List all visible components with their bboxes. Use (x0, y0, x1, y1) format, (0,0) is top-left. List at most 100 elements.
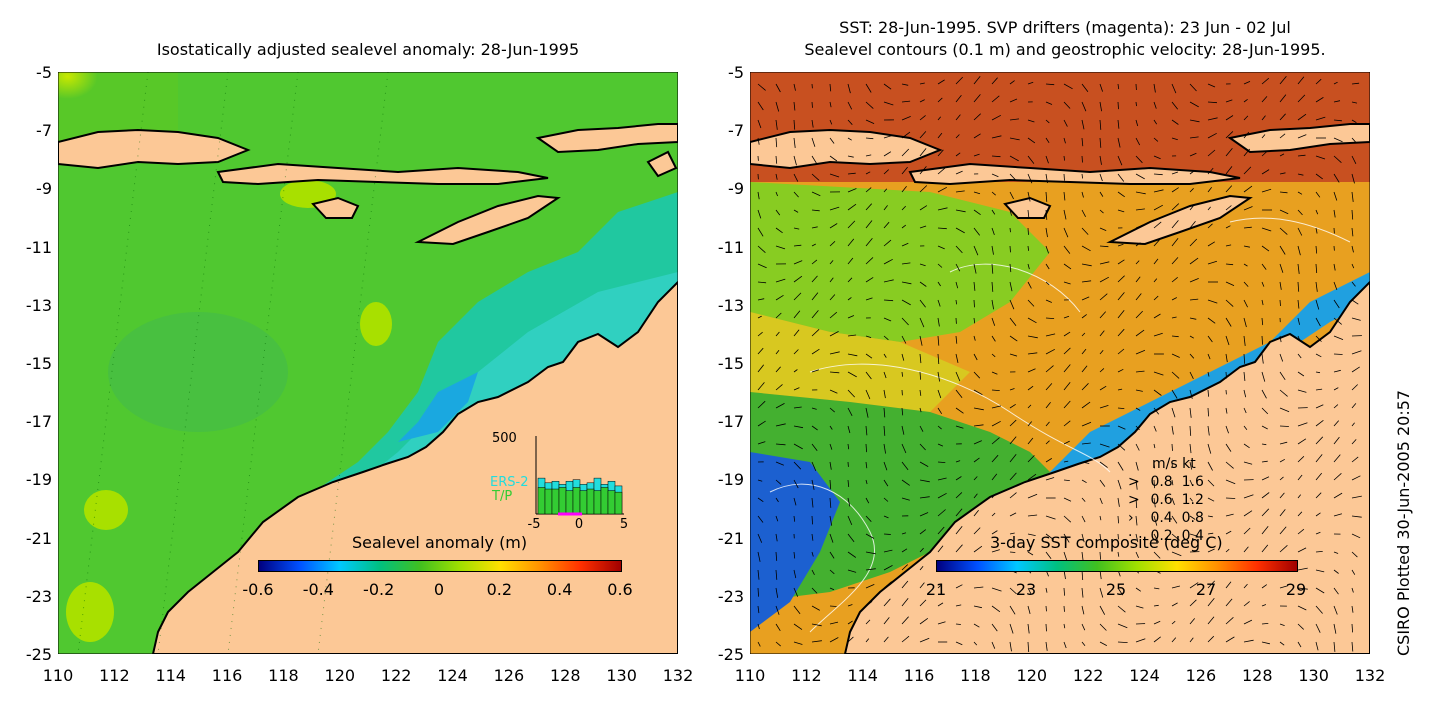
velocity-arrow (865, 171, 871, 175)
velocity-arrow (1135, 137, 1141, 146)
sealevel-contour (1229, 217, 1351, 243)
velocity-arrow (757, 331, 763, 337)
velocity-arrow (775, 384, 783, 391)
velocity-arrow (991, 299, 994, 310)
velocity-arrow (1333, 420, 1340, 427)
velocity-arrow (1027, 641, 1030, 653)
land-north-islands (535, 123, 678, 154)
velocity-arrow (955, 170, 963, 175)
velocity-arrow (1243, 299, 1248, 308)
velocity-arrow (1153, 332, 1163, 337)
velocity-arrow (1207, 548, 1215, 553)
velocity-arrow (1207, 461, 1213, 471)
velocity-arrow (847, 497, 851, 507)
velocity-arrow (1009, 155, 1019, 162)
velocity-arrow (937, 602, 944, 607)
velocity-arrow (991, 135, 1002, 139)
velocity-arrow (919, 547, 924, 553)
velocity-arrow (973, 263, 977, 274)
velocity-arrow (1135, 173, 1145, 180)
velocity-arrow (955, 95, 962, 103)
velocity-arrow (1189, 425, 1192, 436)
velocity-arrow (991, 191, 996, 196)
velocity-arrow (955, 460, 961, 463)
velocity-arrow (811, 243, 816, 247)
left-x-tick: 114 (155, 666, 186, 685)
velocity-arrow (757, 263, 767, 269)
velocity-arrow (1351, 641, 1354, 652)
velocity-arrow (811, 226, 818, 229)
velocity-arrow (1135, 605, 1144, 609)
velocity-arrow (1117, 551, 1120, 557)
velocity-arrow (1207, 167, 1214, 175)
velocity-arrow (901, 299, 911, 306)
velocity-arrow (973, 94, 981, 103)
velocity-arrow (1189, 298, 1199, 301)
velocity-arrow (1135, 443, 1140, 451)
velocity-arrow (829, 206, 840, 211)
velocity-arrow (1315, 317, 1321, 327)
velocity-arrow (1027, 191, 1031, 202)
velocity-arrow (1261, 460, 1268, 463)
velocity-arrow (1315, 335, 1322, 342)
velocity-arrow (757, 441, 766, 445)
velocity-arrow (1279, 113, 1286, 121)
velocity-arrow (1207, 532, 1214, 535)
velocity-arrow (775, 312, 782, 319)
right-y-tick: -5 (728, 63, 744, 82)
velocity-arrow (1045, 137, 1050, 144)
velocity-arrow (937, 621, 946, 625)
velocity-arrow (991, 587, 1002, 592)
velocity-arrow (1243, 353, 1246, 364)
velocity-arrow (1009, 263, 1012, 273)
velocity-arrow (883, 443, 886, 454)
velocity-arrow (793, 623, 803, 630)
velocity-arrow (1225, 530, 1232, 535)
velocity-arrow (937, 526, 945, 535)
velocity-arrow (1009, 436, 1017, 445)
velocity-arrow (1063, 497, 1072, 502)
velocity-arrow (1279, 458, 1285, 463)
velocity-arrow (757, 347, 764, 355)
velocity-arrow (1009, 512, 1017, 517)
velocity-arrow (1117, 515, 1119, 524)
velocity-arrow (1297, 353, 1302, 359)
velocity-arrow (775, 83, 781, 93)
velocity-arrow (1063, 209, 1067, 220)
velocity-arrow (1171, 203, 1180, 211)
velocity-arrow (1243, 148, 1251, 157)
velocity-arrow (757, 209, 762, 219)
velocity-arrow (1171, 371, 1180, 379)
velocity-arrow (1171, 220, 1179, 229)
velocity-arrow (901, 242, 909, 247)
sst-warm-north (750, 72, 1370, 182)
velocity-arrow (973, 245, 979, 256)
velocity-arrow (1207, 223, 1213, 229)
velocity-arrow (1351, 366, 1360, 373)
velocity-arrow (919, 99, 925, 103)
right-y-tick: -11 (717, 237, 744, 257)
velocity-arrow (1207, 497, 1215, 502)
velocity-arrow (973, 510, 979, 517)
velocity-arrow (1297, 263, 1300, 274)
velocity-arrow (1117, 309, 1125, 319)
velocity-arrow (1279, 509, 1286, 517)
velocity-arrow (1171, 515, 1178, 524)
velocity-arrow (1027, 551, 1034, 556)
velocity-arrow (1225, 443, 1232, 452)
left-x-tick: 118 (268, 666, 299, 685)
velocity-arrow (1261, 544, 1269, 553)
velocity-arrow (1243, 206, 1253, 211)
velocity-arrow (1333, 513, 1343, 517)
velocity-arrow (775, 533, 778, 542)
left-x-tick: 132 (662, 666, 694, 685)
velocity-arrow (847, 101, 853, 110)
velocity-arrow (847, 371, 857, 378)
velocity-arrow (1027, 514, 1038, 517)
velocity-arrow (1099, 155, 1102, 165)
left-colorbar-title: Sealevel anomaly (m) (352, 533, 528, 552)
velocity-arrow (1261, 443, 1267, 446)
velocity-arrow (1297, 567, 1308, 571)
velocity-arrow (1063, 137, 1066, 144)
velocity-arrow (937, 584, 942, 589)
